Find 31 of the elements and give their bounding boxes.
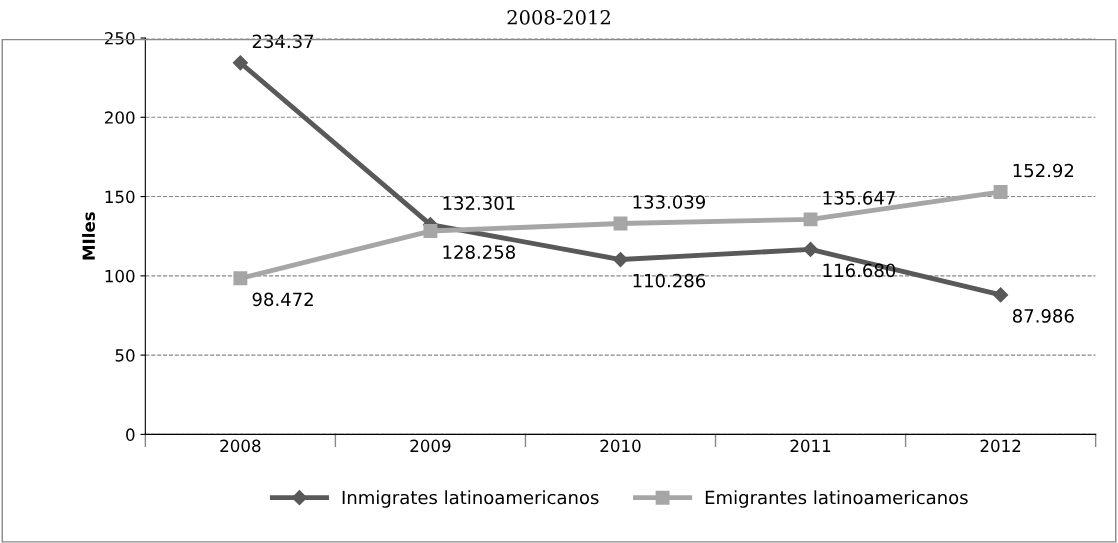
- data-label: 128.258: [443, 245, 515, 259]
- data-label: 116.680: [823, 263, 896, 278]
- x-tick-label: 2008: [220, 439, 261, 453]
- point: [802, 241, 819, 257]
- data-label: 152.92: [1013, 163, 1074, 178]
- y-axis-title: MIles: [82, 212, 96, 260]
- data-label: 98.472: [252, 292, 313, 307]
- y-tick-label: 0: [126, 428, 135, 441]
- point: [612, 251, 629, 268]
- y-tick-label: 50: [115, 349, 135, 362]
- point: [423, 224, 438, 238]
- data-label: 135.647: [823, 191, 895, 205]
- point: [993, 287, 1009, 303]
- point: [993, 184, 1008, 199]
- y-tick-label: 150: [105, 190, 135, 204]
- x-tick-label: 2010: [600, 439, 641, 453]
- legend-label: Inmigrates latinoamericanos: [342, 490, 599, 508]
- point: [803, 212, 818, 227]
- y-tick-label: 200: [105, 111, 135, 124]
- data-label: 87.986: [1012, 309, 1074, 323]
- point: [233, 271, 248, 286]
- legend-label: Emigrantes latinoamericanos: [705, 490, 968, 508]
- x-tick-label: 2009: [410, 439, 451, 453]
- x-tick-label: 2011: [790, 439, 831, 453]
- chart-title: 2008-2012: [507, 9, 610, 25]
- x-tick-label: 2012: [980, 439, 1021, 453]
- data-label: 110.286: [633, 273, 706, 288]
- data-label: 133.039: [633, 195, 705, 209]
- y-tick-label: 100: [105, 269, 135, 283]
- point: [232, 55, 248, 71]
- data-label: 132.301: [443, 196, 515, 211]
